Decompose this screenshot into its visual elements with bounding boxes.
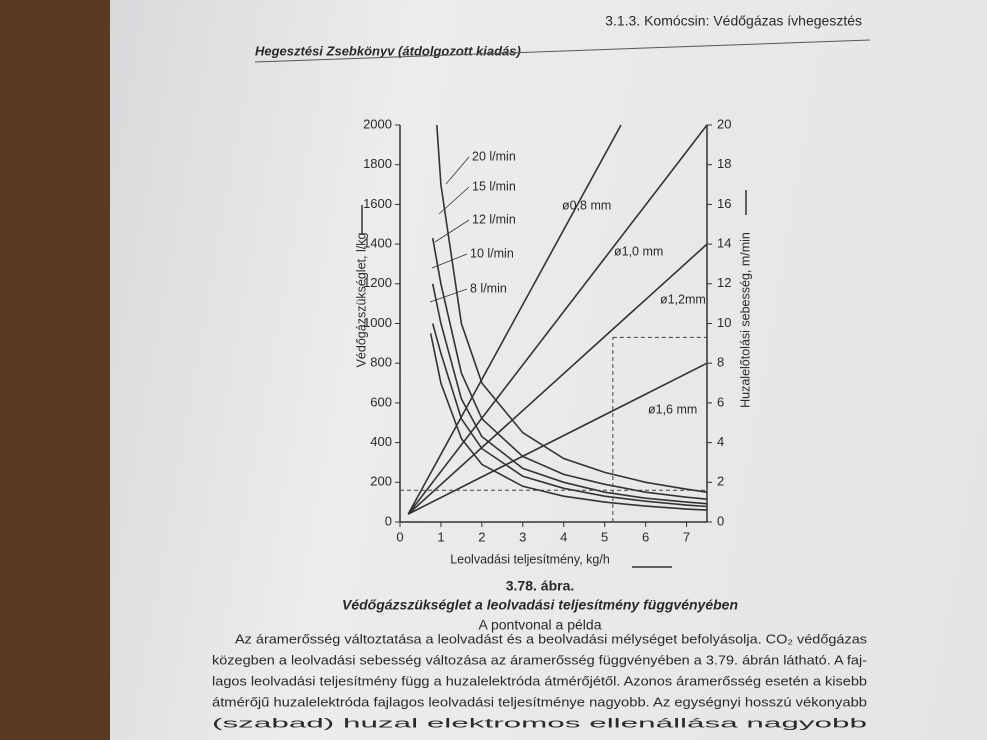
data-line — [431, 283, 708, 505]
data-line — [407, 124, 708, 515]
data-line — [407, 243, 708, 515]
caption-title: Védőgázszükséglet a leolvadási teljesítm… — [342, 597, 738, 613]
y-tick-label: 1800 — [363, 156, 392, 171]
x-tick-label: 0 — [396, 529, 403, 544]
y-axis-label: Védőgázszükséglet, l/kg — [354, 233, 368, 368]
y2-axis-label: Huzalelőtolási sebesség, m/min — [738, 232, 752, 408]
y2-tick-label: 4 — [717, 434, 724, 449]
x-tick-label: 2 — [478, 529, 485, 544]
y-tick-label: 1400 — [363, 236, 392, 251]
x-axis-label: Leolvadási teljesítmény, kg/h — [450, 552, 610, 566]
y2-tick-label: 0 — [717, 513, 724, 528]
x-tick-label: 1 — [437, 529, 444, 544]
series-label: ø0,8 mm — [562, 198, 611, 212]
y2-tick-label: 10 — [717, 315, 731, 330]
series-label: ø1,2mm — [660, 292, 706, 306]
y2-tick-label: 18 — [717, 156, 731, 171]
body-line: Az áramerősség változtatása a leolvadást… — [235, 631, 868, 646]
body-line: közegben a leolvadási sebesség változása… — [212, 652, 867, 667]
data-line — [407, 124, 622, 515]
y-tick-label: 1600 — [363, 196, 392, 211]
header-rule — [254, 39, 871, 63]
series-label: 8 l/min — [470, 281, 507, 295]
leader-line — [434, 219, 470, 243]
y2-tick-label: 16 — [717, 196, 731, 211]
series-label: 15 l/min — [472, 179, 516, 193]
header-left: Hegesztési Zsebkönyv (átdolgozott kiadás… — [255, 43, 521, 58]
body-line: lagos leolvadási teljesítmény függ a huz… — [212, 673, 867, 688]
y-tick-label: 400 — [370, 434, 392, 449]
y2-tick-label: 20 — [717, 116, 731, 131]
caption-note: A pontvonal a példa — [479, 617, 602, 633]
series-label: ø1,0 mm — [614, 244, 663, 258]
series-label: 12 l/min — [472, 212, 516, 226]
leader-line — [431, 253, 468, 269]
leader-line — [438, 186, 470, 215]
series-label: 20 l/min — [472, 149, 516, 163]
leader-line — [429, 288, 468, 303]
y2-tick-label: 8 — [717, 355, 724, 370]
y-tick-label: 600 — [370, 394, 392, 409]
y-tick-label: 800 — [370, 355, 392, 370]
body-line: (szabad) huzal elektromos ellenállása na… — [212, 715, 867, 730]
y2-tick-label: 14 — [717, 236, 731, 251]
caption-number: 3.78. ábra. — [506, 578, 575, 594]
y2-tick-label: 2 — [717, 474, 724, 489]
x-tick-label: 5 — [601, 529, 608, 544]
book-page — [110, 0, 987, 740]
y-tick-label: 1000 — [363, 315, 392, 330]
y-tick-label: 1200 — [363, 275, 392, 290]
series-label: ø1,6 mm — [648, 402, 697, 416]
x-tick-label: 4 — [560, 529, 567, 544]
data-line — [407, 362, 708, 515]
y-tick-label: 0 — [385, 513, 392, 528]
y-tick-label: 2000 — [363, 116, 392, 131]
x-tick-label: 7 — [683, 529, 690, 544]
leader-line — [445, 156, 470, 185]
y2-tick-label: 12 — [717, 275, 731, 290]
data-line — [429, 333, 708, 511]
series-label: 10 l/min — [470, 246, 514, 260]
header-right: 3.1.3. Komócsin: Védőgázas ívhegesztés — [605, 13, 862, 29]
x-tick-label: 6 — [642, 529, 649, 544]
y2-tick-label: 6 — [717, 394, 724, 409]
data-line — [431, 323, 708, 508]
body-line: átmérőjű huzalelektróda fajlagos leolvad… — [212, 694, 867, 709]
data-line — [431, 237, 708, 500]
y-tick-label: 200 — [370, 474, 392, 489]
x-tick-label: 3 — [519, 529, 526, 544]
